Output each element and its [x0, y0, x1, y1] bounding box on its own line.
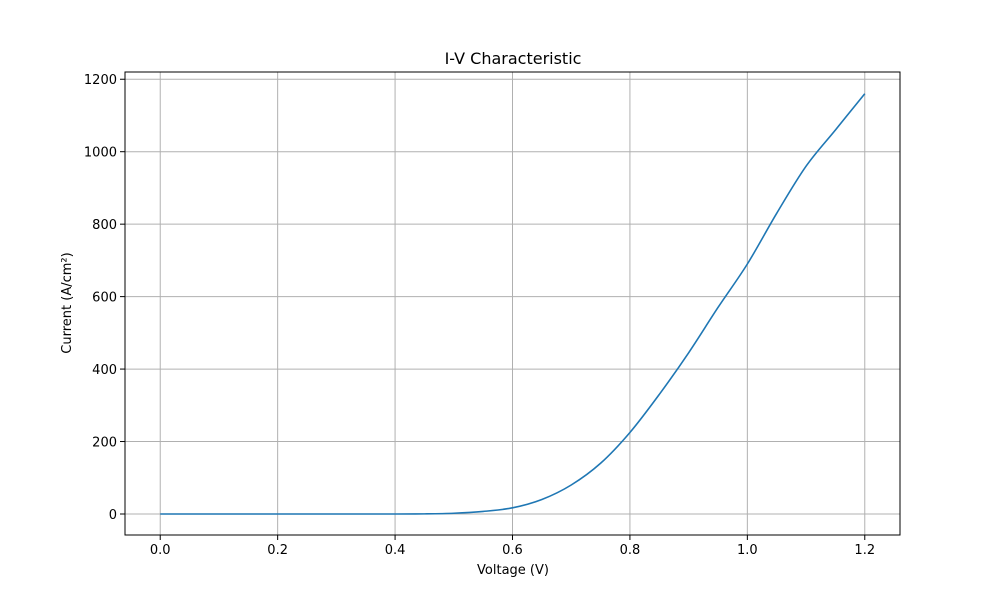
series-line [160, 93, 866, 515]
x-tick-label: 0.2 [267, 543, 288, 558]
x-tick-label: 1.0 [737, 543, 758, 558]
grid-lines [125, 72, 900, 535]
x-axis-ticks: 0.0 0.2 0.4 0.6 0.8 1.0 1.2 [150, 535, 875, 558]
y-tick-label: 800 [92, 218, 117, 233]
series-group [160, 93, 866, 515]
y-tick-label: 200 [92, 436, 117, 451]
y-axis-label: Current (A/cm²) [60, 252, 75, 353]
y-tick-label: 1200 [84, 73, 117, 88]
x-tick-label: 0.8 [620, 543, 641, 558]
x-tick-label: 0.6 [502, 543, 523, 558]
y-tick-label: 1000 [84, 146, 117, 161]
y-tick-label: 0 [109, 508, 117, 523]
x-tick-label: 0.4 [385, 543, 406, 558]
x-axis-label: Voltage (V) [477, 563, 549, 578]
y-tick-label: 400 [92, 363, 117, 378]
chart-title: I-V Characteristic [445, 49, 582, 68]
y-tick-label: 600 [92, 291, 117, 306]
x-tick-label: 1.2 [854, 543, 875, 558]
y-axis-ticks: 0 200 400 600 800 1000 1200 [84, 73, 125, 523]
x-tick-label: 0.0 [150, 543, 171, 558]
